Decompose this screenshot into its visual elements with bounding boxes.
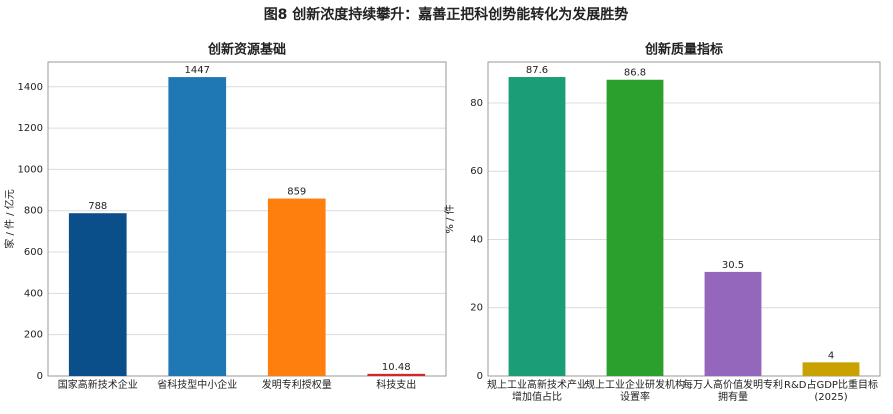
x-tick-label: 规上工业企业研发机构设置率 <box>585 378 685 403</box>
y-tick-label: 600 <box>24 247 43 258</box>
x-tick-label-line: 增加值占比 <box>512 390 562 403</box>
value-label: 4 <box>828 350 834 361</box>
bar <box>704 271 762 376</box>
value-label: 86.8 <box>624 68 646 79</box>
bar <box>802 362 860 376</box>
page-title: 图8 创新浓度持续攀升：嘉善正把科创势能转化为发展胜势 <box>264 6 629 23</box>
x-tick-label-line: 拥有量 <box>718 390 748 403</box>
value-label: 1447 <box>185 65 210 76</box>
x-tick-label: R&D占GDP比重目标(2025) <box>784 378 878 403</box>
y-tick-label: 0 <box>477 371 483 382</box>
bar <box>367 373 426 376</box>
bar <box>267 198 326 376</box>
bar <box>168 77 227 376</box>
chart-title: 创新资源基础 <box>207 42 286 58</box>
x-tick-label: 国家高新技术企业 <box>58 378 138 391</box>
x-tick-label: 规上工业高新技术产业增加值占比 <box>487 378 587 403</box>
chart-title: 创新质量指标 <box>644 42 723 58</box>
y-axis-label: 家 / 件 / 亿元 <box>3 189 16 248</box>
x-tick-label: 发明专利授权量 <box>262 378 332 391</box>
x-tick-label: 每万人高价值发明专利拥有量 <box>683 378 783 403</box>
value-label: 87.6 <box>526 65 548 76</box>
y-tick-label: 60 <box>470 166 483 177</box>
x-tick-label-line: R&D占GDP比重目标 <box>784 378 878 391</box>
value-label: 10.48 <box>382 362 411 373</box>
y-tick-label: 800 <box>24 206 43 217</box>
x-tick-label-line: (2025) <box>814 392 847 403</box>
value-label: 859 <box>287 187 306 198</box>
y-tick-label: 0 <box>37 371 43 382</box>
x-tick-label: 科技支出 <box>376 378 416 391</box>
y-tick-label: 80 <box>470 98 483 109</box>
y-tick-label: 400 <box>24 288 43 299</box>
value-label: 788 <box>88 201 107 212</box>
bar <box>508 77 566 376</box>
y-tick-label: 1400 <box>18 82 43 93</box>
plot-frame <box>47 61 447 377</box>
plot-frame <box>487 61 881 377</box>
x-tick-label-line: 每万人高价值发明专利 <box>683 378 783 391</box>
y-tick-label: 20 <box>470 303 483 314</box>
x-tick-label: 省科技型中小企业 <box>157 378 237 391</box>
x-tick-label-line: 规上工业企业研发机构 <box>585 378 685 391</box>
x-tick-label-line: 设置率 <box>620 390 650 403</box>
y-tick-label: 200 <box>24 330 43 341</box>
y-tick-label: 1000 <box>18 164 43 175</box>
value-label: 30.5 <box>722 260 744 271</box>
y-axis-label: % / 件 <box>444 204 456 233</box>
x-tick-label-line: 规上工业高新技术产业 <box>487 378 587 391</box>
y-tick-label: 40 <box>470 234 483 245</box>
bar <box>68 213 127 376</box>
y-tick-label: 1200 <box>18 123 43 134</box>
bar <box>606 79 664 376</box>
